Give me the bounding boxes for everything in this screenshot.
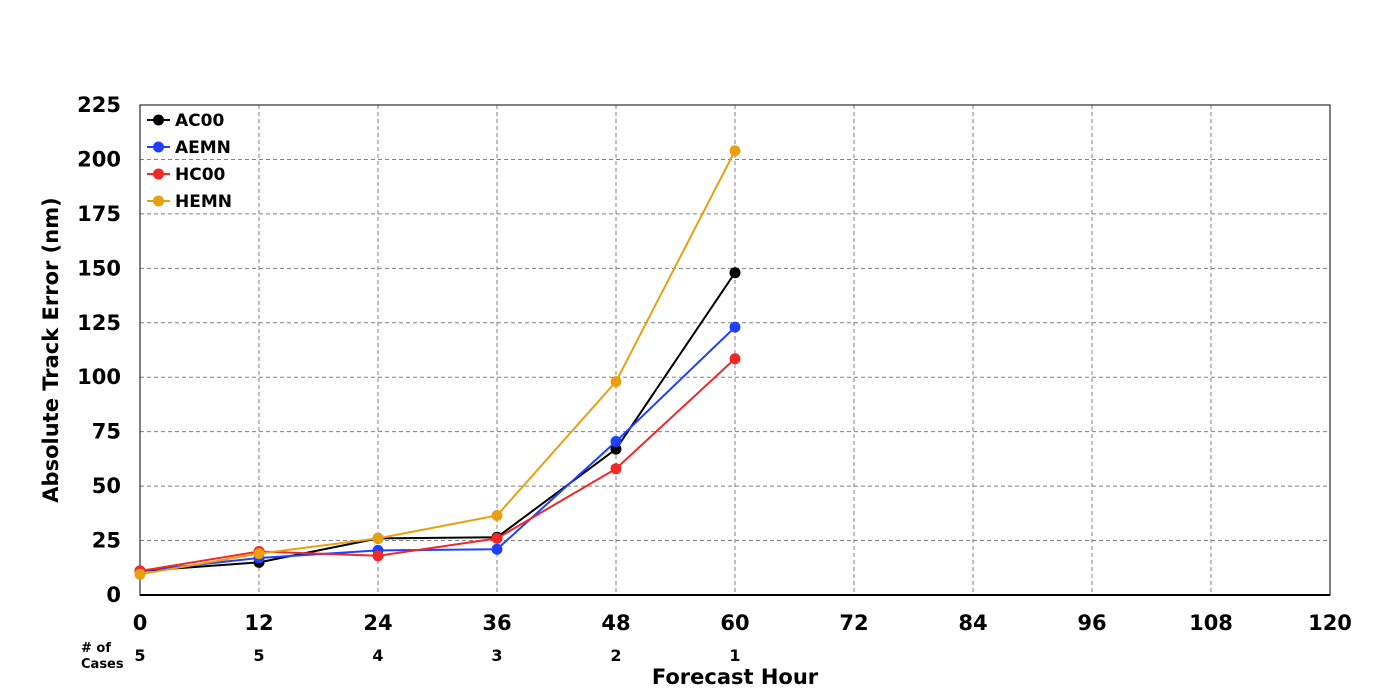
data-point xyxy=(372,550,384,562)
y-tick-label: 150 xyxy=(77,256,121,280)
data-point xyxy=(610,376,622,388)
legend-marker xyxy=(153,141,164,153)
data-point xyxy=(372,532,384,544)
x-tick-label: 12 xyxy=(244,611,273,635)
legend-label: AC00 xyxy=(175,111,224,131)
legend-marker xyxy=(153,195,164,207)
x-axis-title: Forecast Hour xyxy=(652,665,819,689)
data-point xyxy=(491,543,503,555)
y-tick-label: 175 xyxy=(77,202,121,226)
cases-label-line1: # of xyxy=(81,641,111,656)
series-line xyxy=(139,272,736,573)
x-tick-label: 72 xyxy=(839,611,868,635)
data-point xyxy=(253,548,265,560)
y-tick-label: 100 xyxy=(77,365,121,389)
cases-value: 5 xyxy=(253,646,264,665)
y-axis-title: Absolute Track Error (nm) xyxy=(39,197,63,502)
legend-item-hc00: HC00 xyxy=(147,165,226,185)
y-tick-label: 225 xyxy=(77,93,121,117)
legend-item-hemn: HEMN xyxy=(147,192,232,212)
cases-value: 2 xyxy=(610,646,621,665)
x-tick-label: 120 xyxy=(1308,611,1352,635)
legend-marker xyxy=(153,168,164,180)
x-tick-label: 36 xyxy=(482,611,511,635)
x-tick-label: 60 xyxy=(720,611,749,635)
cases-row: # of Cases 5 5 4 3 2 1 xyxy=(81,641,741,672)
x-tick-label: 108 xyxy=(1189,611,1233,635)
grid-lines xyxy=(140,105,1330,595)
x-tick-label: 0 xyxy=(133,611,148,635)
cases-label-line2: Cases xyxy=(81,657,124,672)
data-point xyxy=(729,321,741,333)
data-point xyxy=(729,267,741,279)
series-hc00 xyxy=(134,353,741,577)
axes xyxy=(139,104,1331,596)
legend-label: AEMN xyxy=(175,138,231,158)
cases-value: 4 xyxy=(372,646,383,665)
data-point xyxy=(134,568,146,580)
y-tick-label: 75 xyxy=(92,420,121,444)
x-tick-label: 48 xyxy=(601,611,630,635)
series-line xyxy=(139,150,736,576)
legend-label: HC00 xyxy=(175,165,226,185)
y-tick-label: 25 xyxy=(92,529,121,553)
series-line xyxy=(139,357,736,573)
data-point xyxy=(610,463,622,475)
data-point xyxy=(610,435,622,447)
legend-item-ac00: AC00 xyxy=(147,111,224,131)
data-point xyxy=(729,353,741,365)
series-hemn xyxy=(134,145,741,580)
series-lines xyxy=(134,145,741,580)
legend-label: HEMN xyxy=(175,192,232,212)
data-point xyxy=(610,443,622,455)
legend-marker xyxy=(153,114,164,126)
legend-item-aemn: AEMN xyxy=(147,138,231,158)
cases-value: 1 xyxy=(729,646,740,665)
cases-value: 5 xyxy=(134,646,145,665)
y-tick-label: 125 xyxy=(77,311,121,335)
tick-labels: 0 12 24 36 48 60 72 84 96 108 120 0 25 50 75 100 125 150 1… xyxy=(77,93,1352,635)
legend: AC00 AEMN HC00 HEMN xyxy=(147,111,232,212)
y-tick-label: 50 xyxy=(92,474,121,498)
data-point xyxy=(491,510,503,522)
y-tick-label: 200 xyxy=(77,147,121,171)
x-tick-label: 84 xyxy=(958,611,987,635)
cases-value: 3 xyxy=(491,646,502,665)
data-point xyxy=(729,145,741,157)
data-point xyxy=(491,532,503,544)
series-line xyxy=(139,326,736,573)
x-tick-label: 96 xyxy=(1077,611,1106,635)
series-ac00 xyxy=(134,267,741,577)
x-tick-label: 24 xyxy=(363,611,392,635)
y-tick-label: 0 xyxy=(106,583,121,607)
